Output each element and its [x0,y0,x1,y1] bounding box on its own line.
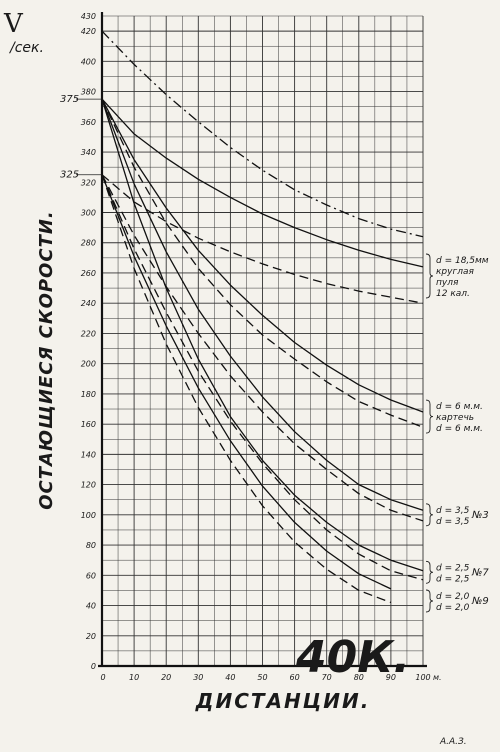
annotation-brace [425,589,434,613]
annotation-line: d = 6 м.м. [436,424,483,434]
y-tick-label: 140 [81,450,96,459]
grid [102,15,424,667]
y-tick-label: 200 [81,360,96,369]
y-tick-label: 380 [81,88,96,97]
y-tick-label: 220 [81,329,96,338]
annotation-brace [425,399,434,434]
annotation-line: d = 2,5 [436,563,470,573]
annotation-line: круглая [436,267,474,277]
y-tick-label: 20 [86,632,96,641]
y-tick-label: 240 [81,299,96,308]
y-tick-label: 160 [81,420,96,429]
y-tick-label: 100 [81,511,96,520]
y-tick-label: 120 [81,481,96,490]
x-tick-label: 0 [100,673,105,682]
y-tick-label: 180 [81,390,96,399]
signature: А.А.З. [439,737,467,747]
x-tick-label: 50 [257,673,267,682]
y-tick-label: 80 [86,541,96,550]
y-tick-label: 0 [91,662,96,671]
x-axis-label: ДИСТАНЦИИ. [195,689,371,713]
series-line-1 [101,30,424,238]
series-line-10 [101,174,392,590]
series-line-7 [101,174,424,522]
x-tick-label: 10 [129,673,139,682]
y-tick-label: 430 [81,12,96,21]
annotation-number: №3 [471,510,489,521]
y-tick-label: 40 [86,602,96,611]
series-line-3 [101,174,424,304]
y-axis-label: ОСТАЮЩИЕСЯ СКОРОСТИ. [36,210,57,510]
y-tick-labels: 0 20 40 60 80 100 120 140 160 180 200 220 240 260 280 3… [60,12,102,671]
y-tick-label: 300 [81,209,96,218]
y-tick-label: 420 [81,27,96,36]
y-tick-label-special: 375 [60,94,79,105]
axes [98,12,427,668]
x-tick-label: 60 [290,673,300,682]
series-line-4 [101,98,424,413]
x-tick-label: 100 [415,673,430,682]
annotation-line: 12 кал. [436,289,470,299]
x-tick-labels: 0 10 20 30 40 50 60 70 80 90 100 м. [100,673,441,682]
annotation-number: №7 [471,567,489,578]
annotation-line: d = 6 м.м. [436,402,483,412]
x-unit-label: м. [433,673,442,682]
series-line-11 [101,174,392,604]
annotation-line: d = 2,0 [436,592,470,602]
series-line-2 [101,98,424,268]
y-tick-label: 400 [81,57,96,66]
annotation-line: d = 3,5 [436,517,470,527]
x-tick-label: 20 [161,673,171,682]
annotation-brace [425,503,434,527]
series-line-9 [101,174,424,581]
annotation-brace [425,253,434,299]
y-tick-label-special: 325 [60,170,79,181]
x-tick-label: 80 [354,673,364,682]
annotation-line: d = 2,0 [436,603,470,613]
annotation-brace [425,560,434,584]
y-symbol: V [3,9,24,39]
x-tick-label: 30 [193,673,203,682]
annotation-line: d = 18,5мм [436,256,489,266]
x-tick-label: 70 [322,673,332,682]
model-label: 40К. [295,632,410,683]
annotation-line: картечь [436,413,474,423]
y-tick-label: 260 [81,269,96,278]
annotation-line: пуля [436,278,459,288]
y-tick-label: 320 [81,178,96,187]
annotation-line: d = 2,5 [436,574,470,584]
annotation-number: №9 [471,596,489,607]
series-line-5 [101,98,424,428]
annotation-line: d = 3,5 [436,506,470,516]
y-unit: /сек. [8,40,44,56]
series-line-8 [101,98,424,572]
y-tick-label: 60 [86,571,96,580]
series-line-6 [101,98,424,511]
y-tick-label: 340 [81,148,96,157]
x-tick-label: 40 [225,673,235,682]
series-lines [101,30,424,604]
x-tick-label: 90 [386,673,396,682]
y-tick-label: 280 [81,239,96,248]
y-tick-label: 360 [81,118,96,127]
